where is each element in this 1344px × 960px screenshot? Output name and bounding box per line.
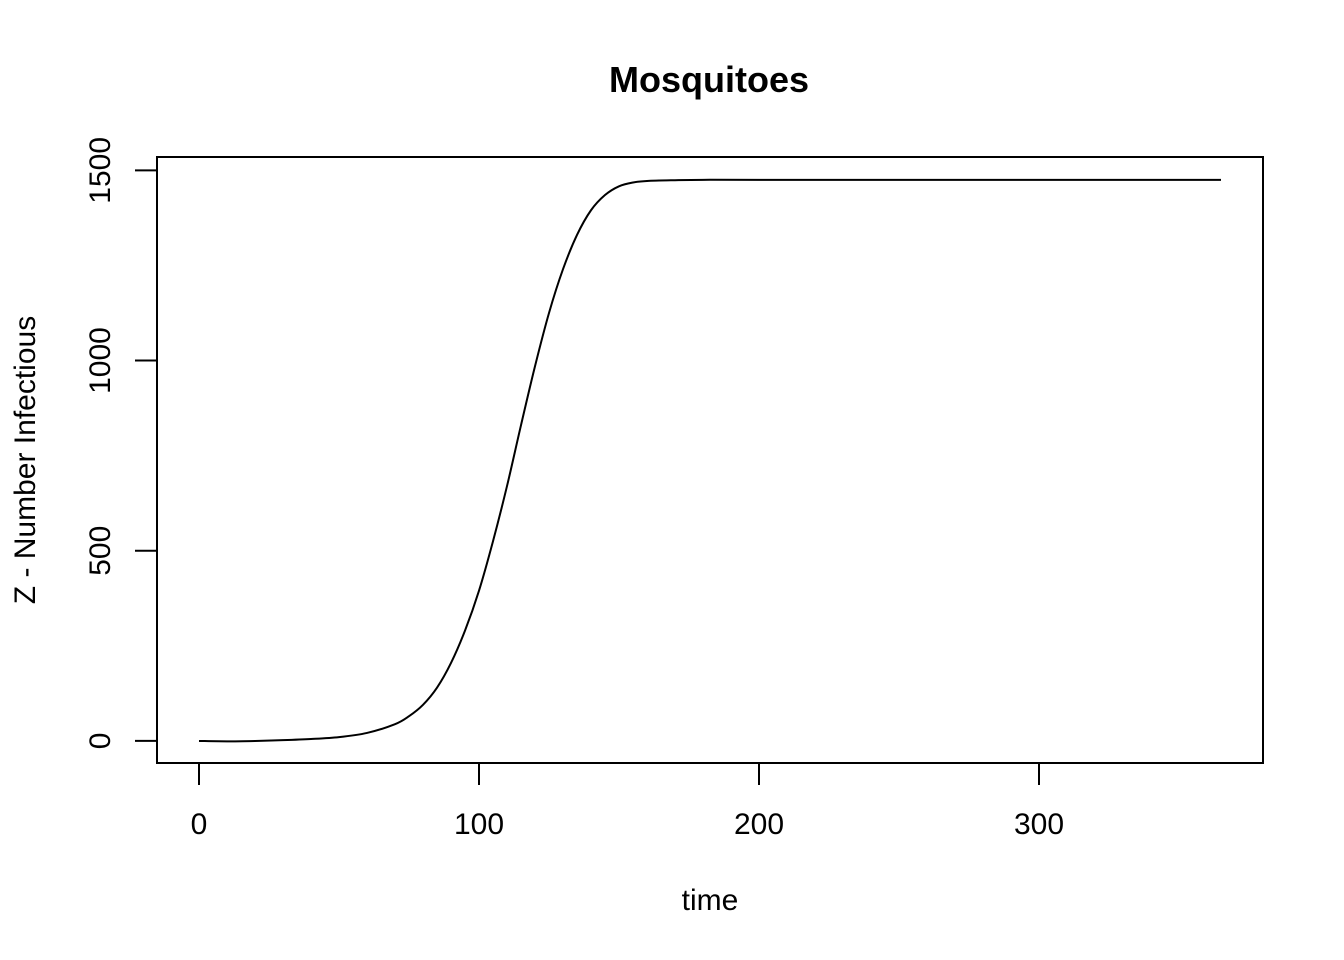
y-tick-label: 500 bbox=[84, 526, 117, 576]
x-tick-label: 200 bbox=[734, 808, 784, 841]
x-tick-label: 0 bbox=[191, 808, 208, 841]
plot-frame bbox=[156, 156, 1264, 764]
y-axis-label: Z - Number Infectious bbox=[9, 316, 42, 604]
x-tick-label: 300 bbox=[1014, 808, 1064, 841]
y-tick-label: 0 bbox=[84, 733, 117, 750]
x-axis-label: time bbox=[682, 884, 739, 917]
series-line bbox=[198, 178, 1221, 743]
y-tick-label: 1500 bbox=[84, 137, 117, 204]
y-tick-label: 1000 bbox=[84, 327, 117, 394]
x-tick-label: 100 bbox=[454, 808, 504, 841]
y-axis: 0 500 1000 1500 bbox=[84, 137, 158, 750]
chart-title: Mosquitoes bbox=[609, 59, 809, 100]
x-axis: 0 100 200 300 bbox=[191, 762, 1064, 841]
